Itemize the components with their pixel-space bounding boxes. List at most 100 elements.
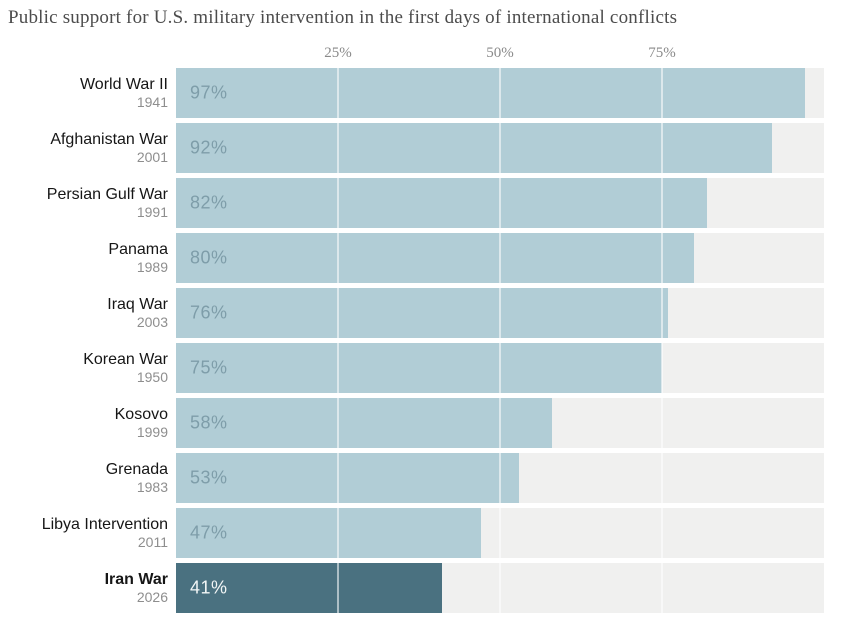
gridline (661, 233, 663, 283)
gridline (661, 453, 663, 503)
row-labels: Kosovo 1999 (0, 398, 176, 448)
bar (176, 453, 520, 503)
bar (176, 123, 773, 173)
category-label: Persian Gulf War (46, 186, 168, 203)
axis-tick-label: 25% (324, 45, 352, 61)
bar-track: 82% (176, 178, 824, 228)
chart-row: Grenada 1983 53% (0, 453, 824, 503)
bar-track: 53% (176, 453, 824, 503)
gridline (661, 343, 663, 393)
category-label: Korean War (83, 351, 168, 368)
bar-track: 76% (176, 288, 824, 338)
category-label: Afghanistan War (50, 131, 168, 148)
bar-value-label: 97% (190, 82, 228, 103)
category-label: Kosovo (114, 406, 168, 423)
gridline (499, 398, 501, 448)
chart-row: Iran War 2026 41% (0, 563, 824, 613)
gridline (661, 508, 663, 558)
bar-value-label: 41% (190, 577, 228, 598)
category-year: 1999 (136, 424, 168, 440)
bar (176, 508, 481, 558)
gridline (499, 453, 501, 503)
category-label: Iraq War (107, 296, 168, 313)
gridline (661, 398, 663, 448)
category-year: 2011 (137, 534, 168, 550)
bar (176, 343, 662, 393)
gridline (661, 178, 663, 228)
bar (176, 563, 442, 613)
bar-value-label: 76% (190, 302, 228, 323)
row-labels: Panama 1989 (0, 233, 176, 283)
axis-ticks: 25% 50% 75% (0, 45, 853, 65)
chart-title: Public support for U.S. military interve… (8, 7, 678, 28)
bar-value-label: 80% (190, 247, 228, 268)
row-labels: Libya Intervention 2011 (0, 508, 176, 558)
gridline (337, 343, 339, 393)
gridline (337, 288, 339, 338)
gridline (337, 233, 339, 283)
row-labels: Grenada 1983 (0, 453, 176, 503)
gridline (499, 343, 501, 393)
bar-value-label: 58% (190, 412, 228, 433)
gridline (499, 123, 501, 173)
row-labels: Iran War 2026 (0, 563, 176, 613)
category-label: Libya Intervention (41, 516, 168, 533)
row-labels: Iraq War 2003 (0, 288, 176, 338)
category-label: World War II (79, 76, 168, 93)
gridline (499, 68, 501, 118)
axis-tick-label: 75% (648, 45, 676, 61)
row-labels: World War II 1941 (0, 68, 176, 118)
category-year: 1941 (136, 94, 168, 110)
chart-row: Afghanistan War 2001 92% (0, 123, 824, 173)
bar-track: 47% (176, 508, 824, 558)
category-label: Iran War (104, 571, 168, 588)
gridline (499, 563, 501, 613)
bar-track: 41% (176, 563, 824, 613)
bar-value-label: 92% (190, 137, 228, 158)
bar (176, 68, 805, 118)
gridline (337, 178, 339, 228)
bar-track: 75% (176, 343, 824, 393)
bar-track: 97% (176, 68, 824, 118)
chart-row: World War II 1941 97% (0, 68, 824, 118)
gridline (499, 233, 501, 283)
chart-row: Iraq War 2003 76% (0, 288, 824, 338)
row-labels: Persian Gulf War 1991 (0, 178, 176, 228)
gridline (661, 563, 663, 613)
gridline (661, 288, 663, 338)
category-year: 1950 (136, 369, 168, 385)
bar-value-label: 75% (190, 357, 228, 378)
gridline (337, 68, 339, 118)
gridline (661, 123, 663, 173)
bar (176, 233, 695, 283)
gridline (499, 178, 501, 228)
category-year: 1991 (136, 204, 168, 220)
gridline (337, 453, 339, 503)
bar-track: 92% (176, 123, 824, 173)
category-year: 2001 (136, 149, 168, 165)
chart-row: Libya Intervention 2011 47% (0, 508, 824, 558)
chart-row: Persian Gulf War 1991 82% (0, 178, 824, 228)
category-label: Panama (108, 241, 168, 258)
chart-row: Korean War 1950 75% (0, 343, 824, 393)
bar-value-label: 53% (190, 467, 228, 488)
axis-tick-label: 50% (486, 45, 514, 61)
chart-row: Panama 1989 80% (0, 233, 824, 283)
gridline (337, 563, 339, 613)
gridline (337, 123, 339, 173)
bar (176, 288, 669, 338)
chart-rows: World War II 1941 97% Afghanistan War 20… (0, 68, 824, 618)
gridline (337, 398, 339, 448)
bar-value-label: 47% (190, 522, 228, 543)
bar-value-label: 82% (190, 192, 228, 213)
category-year: 2003 (136, 314, 168, 330)
gridline (499, 508, 501, 558)
row-labels: Afghanistan War 2001 (0, 123, 176, 173)
bar (176, 178, 708, 228)
gridline (337, 508, 339, 558)
bar-track: 80% (176, 233, 824, 283)
bar-track: 58% (176, 398, 824, 448)
category-label: Grenada (105, 461, 168, 478)
gridline (661, 68, 663, 118)
